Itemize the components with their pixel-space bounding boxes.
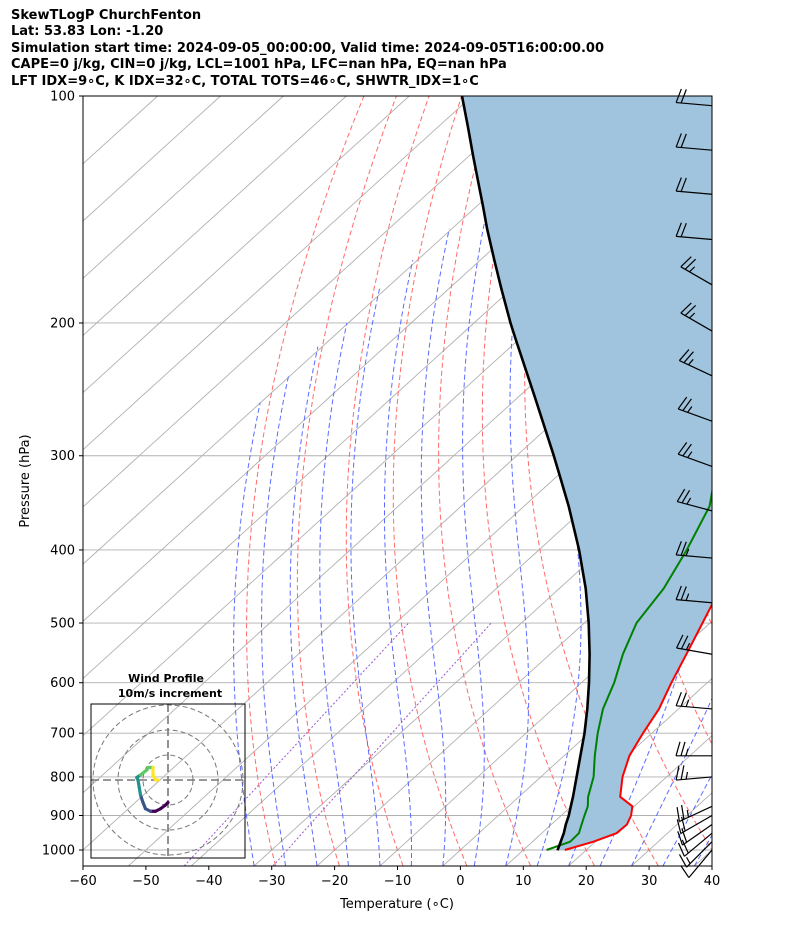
y-tick-label: 800 — [50, 770, 75, 785]
hodograph-title: Wind Profile — [128, 672, 204, 685]
dry-adiabat-line — [524, 96, 659, 866]
parcel-profile — [460, 96, 591, 851]
stability-indices: LFT IDX=9∘C, K IDX=32∘C, TOTAL TOTS=46∘C… — [11, 73, 479, 89]
dry-adiabat-line — [752, 96, 794, 866]
mixing-ratio-line — [183, 622, 409, 866]
y-tick-label: 300 — [50, 449, 75, 464]
isotherm-line — [83, 220, 712, 794]
mixing-ratio-line — [272, 622, 492, 866]
moist-adiabat-line — [261, 375, 290, 866]
isotherm-line — [505, 677, 712, 866]
hodograph-frame — [90, 703, 246, 859]
station-location: Lat: 53.83 Lon: -1.20 — [11, 24, 164, 40]
wind-barb — [675, 765, 713, 781]
isotherm-line — [83, 96, 599, 565]
dry-adiabat-line — [438, 96, 532, 866]
wind-barb — [676, 814, 713, 835]
wind-barb — [676, 488, 713, 512]
moist-adiabat-line — [420, 228, 450, 866]
x-tick-label: 10 — [515, 874, 532, 889]
sounding-profiles — [460, 96, 712, 851]
wind-barb — [675, 691, 713, 710]
moist-adiabat-line — [319, 322, 349, 866]
x-tick-label: −50 — [132, 874, 159, 889]
x-tick-label: −60 — [69, 874, 96, 889]
y-tick-label: 1000 — [42, 844, 75, 859]
dry-adiabat-line — [392, 96, 468, 866]
moist-adiabat-line — [233, 402, 261, 866]
moist-adiabat-line — [350, 288, 381, 866]
y-tick-label: 100 — [50, 90, 75, 105]
chart-title: SkewTLogP ChurchFenton — [11, 8, 202, 23]
isotherm-line — [83, 96, 536, 508]
isotherm-line — [253, 449, 712, 866]
isotherm-line — [83, 96, 473, 451]
wind-barb — [675, 541, 713, 559]
dry-adiabat-line — [481, 96, 595, 866]
chart-header: SkewTLogP ChurchFenton Lat: 53.83 Lon: -… — [11, 8, 781, 90]
wind-barb — [677, 396, 713, 422]
isotherm-line — [83, 106, 712, 680]
isotherm-line — [83, 96, 662, 622]
dry-adiabat-line — [345, 96, 430, 866]
wind-barb — [680, 849, 713, 878]
wind-barb — [680, 256, 713, 286]
dry-adiabat-line — [296, 96, 397, 866]
x-tick-label: 30 — [641, 874, 658, 889]
y-tick-label: 200 — [50, 316, 75, 331]
x-tick-label: −30 — [258, 874, 285, 889]
y-axis-label: Pressure (hPa) — [18, 434, 33, 527]
x-tick-label: −20 — [321, 874, 348, 889]
isotherm-line — [631, 792, 712, 866]
x-axis-label: Temperature (∘C) — [339, 897, 454, 912]
parcel-temperature-shading — [462, 96, 712, 851]
moist-adiabat-line — [462, 181, 494, 866]
x-axis-ticks: −60 −50 −40 −30 −20 −10 0 10 20 30 40 — [69, 866, 720, 889]
y-tick-label: 700 — [50, 727, 75, 742]
wind-barb — [676, 634, 713, 655]
wind-barb — [678, 349, 713, 377]
moist-adiabat-line — [505, 141, 541, 866]
y-tick-label: 400 — [50, 543, 75, 558]
dry-adiabat-line — [717, 96, 794, 866]
moist-adiabat-line — [384, 259, 414, 866]
x-tick-label: 20 — [578, 874, 595, 889]
moist-adiabat-line — [631, 697, 712, 866]
parcel-shaded-area — [462, 96, 712, 851]
dewpoint-profile — [546, 486, 712, 851]
x-tick-label: 0 — [456, 874, 464, 889]
y-tick-label: 600 — [50, 676, 75, 691]
wind-barbs — [675, 88, 713, 878]
wind-barb — [680, 302, 713, 332]
temperature-profile — [564, 602, 712, 851]
convective-parameters: CAPE=0 j/kg, CIN=0 j/kg, LCL=1001 hPa, L… — [11, 57, 507, 73]
wind-barb — [678, 841, 713, 868]
wind-barb — [677, 832, 713, 857]
wind-barb — [675, 133, 713, 151]
y-axis-ticks: 1000 900 800 700 600 500 400 300 200 100 — [42, 90, 83, 859]
x-tick-label: −10 — [384, 874, 411, 889]
isotherm-line — [316, 506, 712, 866]
hodograph-inset: Wind Profile 10m/s increment — [90, 672, 246, 859]
wind-barb — [676, 804, 713, 823]
wind-barb — [675, 177, 713, 195]
dry-adiabat-line — [787, 96, 794, 866]
x-tick-label: 40 — [704, 874, 721, 889]
x-tick-label: −40 — [195, 874, 222, 889]
hodograph-subtitle: 10m/s increment — [118, 687, 222, 700]
simulation-times: Simulation start time: 2024-09-05_00:00:… — [11, 40, 604, 56]
wind-barb — [675, 222, 713, 241]
y-tick-label: 500 — [50, 617, 75, 632]
isotherm-line — [83, 163, 712, 737]
wind-barb — [675, 585, 713, 604]
mixing-ratio-lines — [183, 622, 492, 866]
wind-barb — [675, 741, 712, 757]
wind-barb — [677, 823, 713, 846]
moist-adiabat-line — [662, 773, 712, 866]
y-tick-label: 900 — [50, 809, 75, 824]
wind-barb — [677, 442, 713, 468]
